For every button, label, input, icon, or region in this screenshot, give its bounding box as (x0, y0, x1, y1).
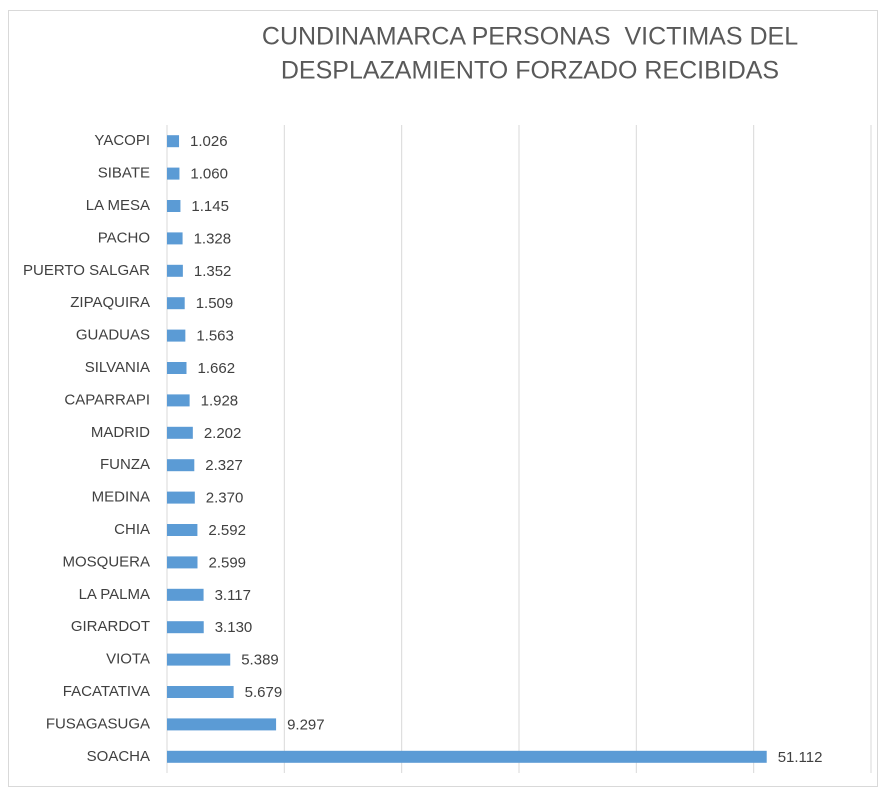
y-tick-label: LA MESA (86, 197, 150, 214)
y-tick-label: ZIPAQUIRA (70, 294, 150, 311)
value-label: 1.328 (194, 230, 232, 247)
value-label: 1.145 (191, 198, 229, 215)
bar (167, 200, 181, 212)
value-label: 1.060 (190, 166, 228, 183)
y-tick-label: YACOPI (94, 132, 150, 149)
y-tick-label: MADRID (91, 424, 150, 441)
bar (167, 329, 186, 342)
value-label: 2.202 (204, 425, 242, 442)
y-tick-label: CAPARRAPI (64, 391, 150, 408)
bar (167, 524, 198, 536)
bar (167, 653, 231, 666)
bar (167, 362, 187, 374)
y-tick-label: MEDINA (92, 489, 150, 506)
chart-border (8, 10, 878, 787)
y-tick-label: FACATATIVA (63, 683, 150, 700)
y-tick-label: GUADUAS (76, 327, 150, 344)
y-tick-label: VIOTA (106, 651, 150, 668)
bar (167, 459, 195, 472)
bar (167, 750, 767, 763)
bar (167, 167, 180, 180)
bar (167, 718, 277, 731)
value-label: 1.928 (201, 392, 239, 409)
value-label: 9.297 (287, 716, 325, 733)
y-tick-label: MOSQUERA (62, 553, 150, 570)
value-label: 51.112 (778, 749, 823, 766)
y-tick-label: FUSAGASUGA (46, 715, 150, 732)
value-label: 2.327 (205, 457, 243, 474)
value-label: 2.370 (206, 490, 244, 507)
value-label: 2.592 (208, 522, 246, 539)
y-tick-label: LA PALMA (79, 586, 150, 603)
bar (167, 232, 183, 245)
bar (167, 686, 234, 698)
bar (167, 621, 204, 634)
value-label: 1.026 (190, 133, 228, 150)
value-label: 2.599 (208, 554, 246, 571)
chart-title: CUNDINAMARCA PERSONAS VICTIMAS DEL (262, 23, 798, 51)
value-label: 5.389 (241, 652, 279, 669)
value-label: 1.563 (196, 328, 234, 345)
y-tick-label: CHIA (114, 521, 150, 538)
y-tick-label: SILVANIA (85, 359, 150, 376)
bar (167, 135, 180, 148)
chart-title: DESPLAZAMIENTO FORZADO RECIBIDAS (281, 57, 779, 85)
value-label: 5.679 (245, 684, 283, 701)
y-tick-label: SIBATE (98, 165, 150, 182)
bar (167, 588, 204, 601)
value-label: 3.117 (215, 587, 251, 604)
bar (167, 426, 193, 439)
value-label: 1.352 (194, 263, 232, 280)
y-tick-label: FUNZA (100, 456, 150, 473)
y-tick-label: PACHO (98, 229, 150, 246)
bar (167, 297, 185, 310)
y-tick-label: SOACHA (87, 748, 150, 765)
bar (167, 264, 183, 277)
bar (167, 491, 195, 504)
y-tick-label: GIRARDOT (71, 618, 150, 635)
value-label: 3.130 (215, 619, 253, 636)
y-tick-label: PUERTO SALGAR (23, 262, 150, 279)
value-label: 1.662 (198, 360, 236, 377)
bar (167, 556, 198, 569)
bar (167, 394, 190, 407)
value-label: 1.509 (196, 295, 234, 312)
